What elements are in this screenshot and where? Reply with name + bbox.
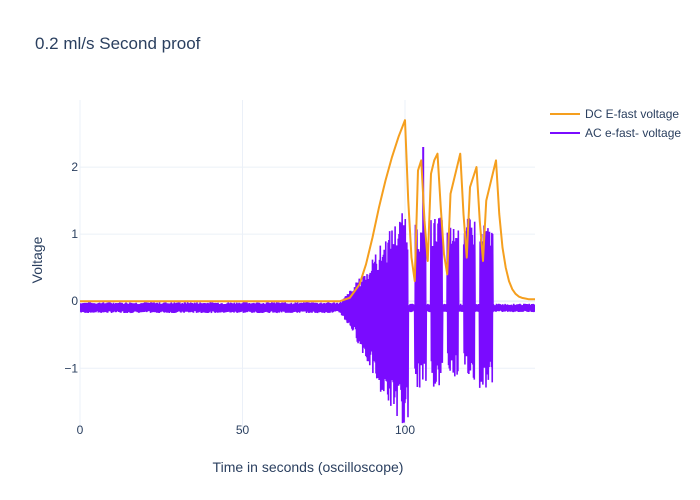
legend-item[interactable]: DC E-fast voltage bbox=[550, 107, 679, 121]
x-tick-label: 50 bbox=[236, 423, 250, 437]
legend-label: DC E-fast voltage bbox=[585, 107, 679, 121]
y-axis-title: Voltage bbox=[29, 236, 45, 283]
y-tick-label: 1 bbox=[71, 227, 78, 241]
x-tick-label: 0 bbox=[77, 423, 84, 437]
y-tick-label: −1 bbox=[64, 361, 78, 375]
series-line-ac bbox=[80, 213, 535, 424]
chart-title: 0.2 ml/s Second proof bbox=[35, 34, 201, 53]
series-line-dc bbox=[80, 119, 535, 303]
legend-item[interactable]: AC e-fast- voltage bbox=[550, 126, 681, 140]
y-tick-label: 0 bbox=[71, 294, 78, 308]
legend-label: AC e-fast- voltage bbox=[585, 126, 681, 140]
y-axis: −1 0 1 2 bbox=[64, 160, 78, 375]
x-tick-label: 100 bbox=[395, 423, 415, 437]
legend[interactable]: DC E-fast voltage AC e-fast- voltage bbox=[550, 107, 681, 140]
x-axis: 0 50 100 bbox=[77, 423, 416, 437]
y-tick-label: 2 bbox=[71, 160, 78, 174]
plot-area bbox=[80, 119, 535, 424]
x-axis-title: Time in seconds (oscilloscope) bbox=[213, 459, 404, 475]
